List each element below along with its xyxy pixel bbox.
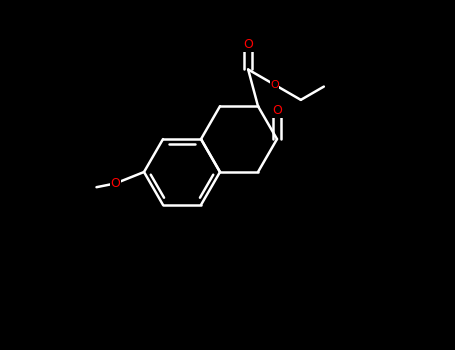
Text: O: O <box>270 80 279 90</box>
Text: O: O <box>111 177 121 190</box>
Text: O: O <box>272 104 282 117</box>
Text: O: O <box>243 38 253 51</box>
